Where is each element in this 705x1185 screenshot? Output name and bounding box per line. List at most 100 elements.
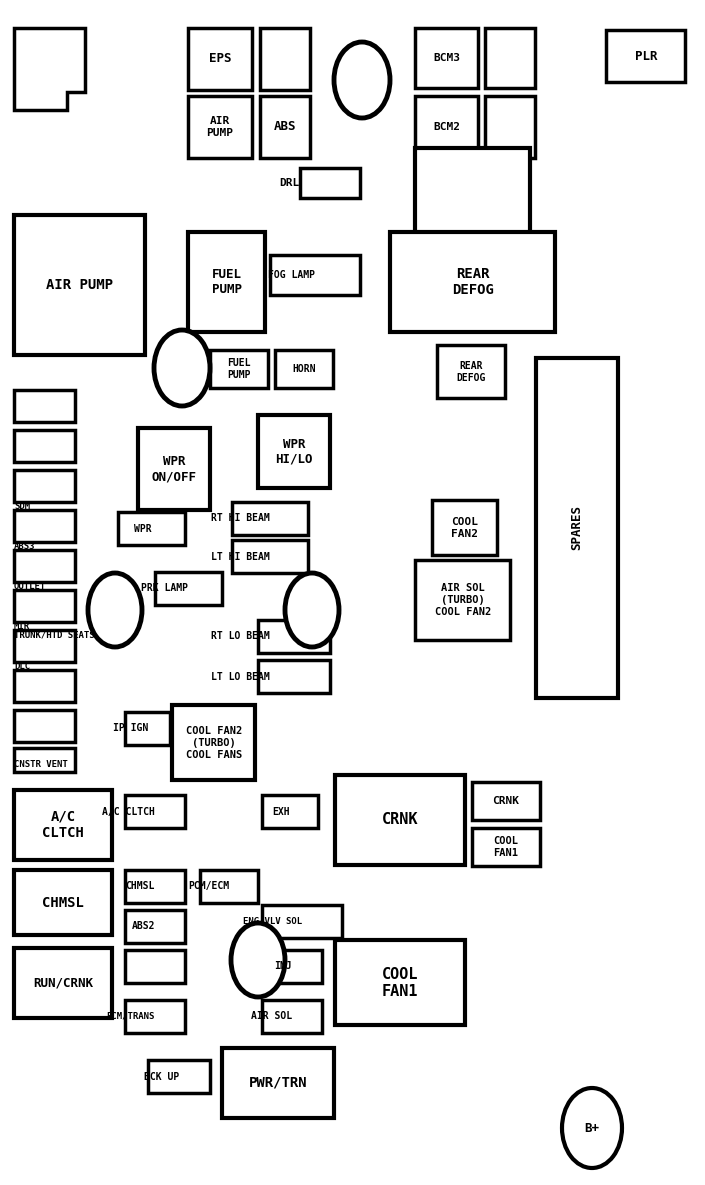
Bar bbox=[155, 572, 222, 606]
Bar bbox=[14, 790, 112, 860]
Text: BCK UP: BCK UP bbox=[144, 1072, 179, 1082]
Bar bbox=[606, 30, 685, 82]
Text: DLC: DLC bbox=[14, 662, 30, 671]
Text: COOL FAN2
(TURBO)
COOL FANS: COOL FAN2 (TURBO) COOL FANS bbox=[186, 726, 242, 760]
Bar bbox=[260, 96, 310, 158]
Ellipse shape bbox=[154, 329, 210, 406]
Bar bbox=[415, 148, 530, 238]
Bar bbox=[125, 910, 185, 943]
Bar bbox=[335, 775, 465, 865]
Bar bbox=[262, 795, 318, 828]
Bar bbox=[258, 660, 330, 693]
Bar bbox=[188, 28, 252, 90]
Text: CHMSL: CHMSL bbox=[125, 880, 155, 891]
Bar bbox=[14, 214, 145, 356]
Bar bbox=[14, 630, 75, 662]
Text: COOL
FAN2: COOL FAN2 bbox=[451, 517, 479, 539]
Bar bbox=[14, 710, 75, 742]
Bar bbox=[14, 550, 75, 582]
Bar bbox=[258, 415, 330, 488]
Text: A/C
CLTCH: A/C CLTCH bbox=[42, 809, 84, 840]
Ellipse shape bbox=[88, 574, 142, 647]
Text: CRNK: CRNK bbox=[381, 813, 418, 827]
Bar bbox=[485, 28, 535, 88]
Bar bbox=[148, 1061, 210, 1093]
Text: MIR: MIR bbox=[14, 622, 30, 630]
Ellipse shape bbox=[334, 41, 390, 118]
Bar bbox=[118, 512, 185, 545]
Text: REAR
DEFOG: REAR DEFOG bbox=[456, 361, 486, 383]
Text: SDM: SDM bbox=[14, 502, 30, 511]
Bar bbox=[258, 620, 330, 653]
Text: AIR
PUMP: AIR PUMP bbox=[207, 116, 233, 137]
Text: INJ: INJ bbox=[274, 961, 292, 971]
Text: PCM/ECM: PCM/ECM bbox=[188, 880, 229, 891]
Bar bbox=[188, 96, 252, 158]
Bar bbox=[14, 510, 75, 542]
Text: WPR
HI/LO: WPR HI/LO bbox=[275, 438, 313, 466]
Text: BCM2: BCM2 bbox=[434, 122, 460, 132]
Bar bbox=[232, 502, 308, 534]
Ellipse shape bbox=[285, 574, 339, 647]
Bar bbox=[415, 561, 510, 640]
Bar bbox=[125, 712, 170, 745]
Bar bbox=[432, 500, 497, 555]
Text: ABS2: ABS2 bbox=[132, 921, 155, 931]
Ellipse shape bbox=[231, 923, 285, 997]
Text: TRUNK/HTD SEATS: TRUNK/HTD SEATS bbox=[14, 630, 94, 639]
Bar bbox=[172, 705, 255, 780]
Bar bbox=[275, 350, 333, 387]
Bar bbox=[125, 870, 185, 903]
Text: REAR
DEFOG: REAR DEFOG bbox=[452, 267, 494, 297]
Text: LT LO BEAM: LT LO BEAM bbox=[212, 672, 270, 683]
Bar bbox=[390, 232, 555, 332]
Bar bbox=[262, 950, 322, 984]
Text: B+: B+ bbox=[584, 1121, 599, 1134]
Bar bbox=[260, 28, 310, 90]
Text: ABS3: ABS3 bbox=[14, 542, 35, 551]
Text: COOL
FAN1: COOL FAN1 bbox=[381, 967, 418, 999]
Text: PWR/TRN: PWR/TRN bbox=[249, 1076, 307, 1090]
Bar bbox=[232, 540, 308, 574]
Bar bbox=[300, 168, 360, 198]
Bar bbox=[14, 590, 75, 622]
Bar bbox=[125, 950, 185, 984]
Polygon shape bbox=[14, 28, 85, 110]
Text: FUEL
PUMP: FUEL PUMP bbox=[227, 358, 251, 380]
Bar bbox=[14, 470, 75, 502]
Text: FOG LAMP: FOG LAMP bbox=[268, 270, 315, 280]
Text: CHMSL: CHMSL bbox=[42, 896, 84, 910]
Bar bbox=[270, 255, 360, 295]
Text: ABS: ABS bbox=[274, 121, 296, 134]
Text: COOL
FAN1: COOL FAN1 bbox=[493, 837, 518, 858]
Bar bbox=[536, 358, 618, 698]
Text: SPARES: SPARES bbox=[570, 506, 584, 551]
Text: CNSTR VENT: CNSTR VENT bbox=[14, 760, 68, 769]
Text: AIR PUMP: AIR PUMP bbox=[46, 278, 113, 292]
Text: EXH: EXH bbox=[272, 807, 290, 816]
Bar bbox=[222, 1048, 334, 1117]
Text: RUN/CRNK: RUN/CRNK bbox=[33, 976, 93, 989]
Text: PLR: PLR bbox=[634, 50, 657, 63]
Bar bbox=[14, 870, 112, 935]
Bar bbox=[14, 748, 75, 771]
Bar bbox=[262, 1000, 322, 1033]
Text: FUEL
PUMP: FUEL PUMP bbox=[212, 268, 242, 296]
Bar bbox=[14, 390, 75, 422]
Bar bbox=[437, 345, 505, 398]
Text: LT HI BEAM: LT HI BEAM bbox=[212, 552, 270, 562]
Bar bbox=[472, 828, 540, 866]
Bar bbox=[415, 28, 478, 88]
Bar bbox=[262, 905, 342, 939]
Text: EPS: EPS bbox=[209, 52, 231, 65]
Text: RT LO BEAM: RT LO BEAM bbox=[212, 630, 270, 641]
Text: RT HI BEAM: RT HI BEAM bbox=[212, 513, 270, 523]
Bar bbox=[138, 428, 210, 510]
Text: CRNK: CRNK bbox=[493, 796, 520, 806]
Ellipse shape bbox=[562, 1088, 622, 1168]
Text: AIR SOL
(TURBO)
COOL FAN2: AIR SOL (TURBO) COOL FAN2 bbox=[435, 583, 491, 616]
Bar bbox=[188, 232, 265, 332]
Text: BCM3: BCM3 bbox=[434, 53, 460, 63]
Bar bbox=[472, 782, 540, 820]
Text: WPR: WPR bbox=[135, 524, 152, 534]
